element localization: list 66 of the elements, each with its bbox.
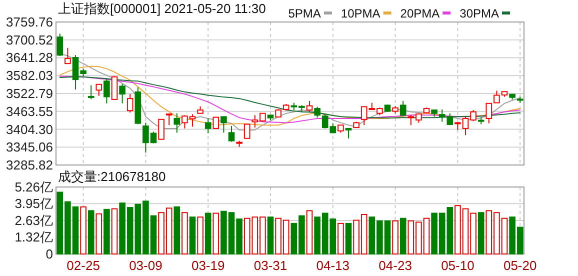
candlestick: [96, 84, 102, 96]
bar: [189, 216, 196, 254]
bar: [174, 206, 180, 254]
legend-label: 20PMA: [400, 6, 440, 20]
bar: [267, 216, 274, 254]
y-tick-label: 3285.82: [6, 158, 53, 172]
y-tick-label: 1.32亿: [14, 230, 53, 245]
y-tick-label: 3582.03: [6, 68, 53, 84]
bar: [80, 206, 86, 254]
bar: [345, 222, 352, 254]
x-tick-label: 04-13: [316, 258, 350, 273]
bar: [197, 216, 204, 254]
bar: [88, 210, 94, 254]
candlestick: [104, 78, 110, 104]
legend-label: 10PMA: [340, 6, 380, 20]
candlestick: [345, 128, 352, 139]
candlestick: [111, 76, 118, 100]
candlestick: [220, 116, 227, 134]
bar: [338, 222, 344, 254]
y-tick-label: 3.95亿: [14, 196, 53, 212]
x-tick-label: 03-31: [254, 258, 288, 273]
candlestick: [306, 100, 313, 112]
candlestick: [174, 112, 180, 134]
bar: [111, 208, 118, 254]
y-tick-label: 3759.76: [6, 14, 53, 30]
y-tick-label: 3404.30: [6, 122, 53, 137]
bar: [104, 208, 110, 254]
candlestick: [119, 84, 126, 104]
x-tick-label: 05-20: [503, 258, 537, 273]
candlestick: [204, 118, 212, 134]
candlestick: [212, 116, 220, 130]
x-tick-label: 02-25: [66, 258, 100, 273]
bar: [96, 213, 102, 254]
y-tick-label: 3463.55: [6, 104, 53, 119]
y-tick-label: 2.63亿: [14, 213, 53, 228]
bar: [212, 212, 220, 254]
y-tick-label: 3345.06: [6, 140, 53, 155]
y-tick-label: 0: [46, 246, 53, 262]
x-tick-label: 03-19: [191, 258, 225, 273]
y-tick-label: 3700.52: [6, 32, 53, 48]
x-tick-label: 05-10: [441, 258, 474, 273]
legend-label: 5PMA: [288, 6, 321, 20]
y-tick-label: 5.26亿: [14, 180, 53, 194]
legend-label: 30PMA: [460, 6, 499, 20]
candlestick: [228, 126, 235, 142]
bar: [204, 212, 212, 254]
chart-title: 上证指数[000001] 2021-05-20 11:30: [58, 1, 266, 16]
candlestick: [244, 124, 250, 139]
candlestick: [56, 33, 64, 57]
chart-title: 成交量:210678180: [58, 169, 166, 184]
bar: [400, 218, 406, 254]
bar: [182, 212, 188, 254]
candlestick: [400, 100, 406, 117]
candlestick: [158, 118, 164, 140]
candlestick: [88, 84, 94, 100]
y-tick-label: 3641.28: [6, 50, 53, 66]
candlestick: [314, 106, 320, 118]
bar: [306, 210, 313, 254]
x-tick-label: 04-23: [378, 258, 412, 273]
bar: [392, 220, 398, 254]
candlestick: [64, 47, 71, 64]
candlestick: [126, 94, 134, 113]
y-tick-label: 3522.79: [6, 86, 53, 101]
x-tick-label: 03-09: [129, 258, 162, 273]
bar: [478, 212, 484, 254]
candlestick: [166, 113, 172, 126]
